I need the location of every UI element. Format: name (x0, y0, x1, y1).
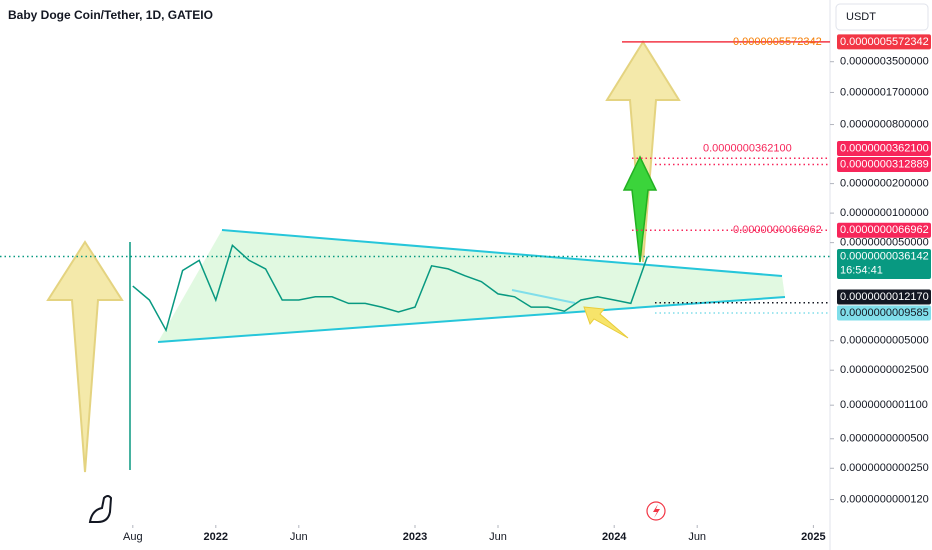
price-label: 0.0000000362100 (840, 142, 929, 154)
y-tick-label: 0.0000000002500 (840, 364, 929, 376)
price-label-bg (837, 248, 931, 279)
trend-line (157, 296, 786, 343)
arrow (622, 155, 658, 263)
price-label-bg (837, 141, 931, 157)
price-label: 0.0000005572342 (840, 36, 929, 48)
y-tick-label: 0.0000000000120 (840, 493, 929, 505)
arrow (46, 240, 124, 473)
price-label-bg (837, 289, 931, 305)
x-tick-label: 2024 (602, 531, 627, 543)
drawings (46, 40, 786, 473)
x-tick-label: Jun (489, 531, 507, 543)
price-label: 0.0000000066962 (840, 224, 929, 236)
y-tick-label: 0.0000000800000 (840, 118, 929, 130)
price-note: 0.0000000362100 (703, 142, 792, 154)
arrow (605, 40, 681, 263)
chart-title: Baby Doge Coin/Tether, 1D, GATEIO (8, 8, 213, 22)
x-tick-label: 2023 (403, 531, 427, 543)
price-line (132, 243, 649, 333)
y-tick-label: 0.0000001700000 (840, 86, 929, 98)
price-note: 0.0000000066962 (733, 224, 822, 236)
price-label-bg (837, 222, 931, 238)
x-tick-label: Jun (688, 531, 706, 543)
price-label: 0.0000000036142 (840, 250, 929, 262)
arrow (583, 306, 629, 339)
price-label-bg (837, 34, 931, 50)
y-tick-label: 0.0000000100000 (840, 207, 929, 219)
triangle-fill (158, 230, 785, 342)
price-label-bg (837, 157, 931, 173)
countdown: 16:54:41 (840, 264, 883, 276)
y-tick-label: 0.0000000200000 (840, 177, 929, 189)
trend-line (221, 229, 783, 277)
currency-label[interactable]: USDT (846, 11, 876, 23)
price-label: 0.0000000012170 (840, 291, 929, 303)
price-label-bg (837, 305, 931, 321)
x-tick-label: 2022 (204, 531, 228, 543)
logo (88, 495, 113, 523)
y-tick-label: 0.0000000000250 (840, 462, 929, 474)
trend-line (511, 289, 576, 304)
y-tick-label: 0.0000000000500 (840, 433, 929, 445)
x-tick-label: Jun (290, 531, 308, 543)
plot (132, 243, 649, 333)
price-label: 0.0000000009585 (840, 307, 929, 319)
price-label: 0.0000000312889 (840, 158, 929, 170)
x-tick-label: Aug (123, 531, 143, 543)
lightning-icon[interactable] (646, 501, 666, 521)
y-tick-label: 0.0000000050000 (840, 237, 929, 249)
y-tick-label: 0.0000000005000 (840, 335, 929, 347)
y-tick-label: 0.0000000001100 (840, 399, 928, 411)
y-tick-label: 0.0000003500000 (840, 56, 929, 68)
currency-button[interactable] (835, 3, 929, 31)
price-note: 0.0000005572342 (733, 36, 822, 48)
x-tick-label: 2025 (801, 531, 825, 543)
